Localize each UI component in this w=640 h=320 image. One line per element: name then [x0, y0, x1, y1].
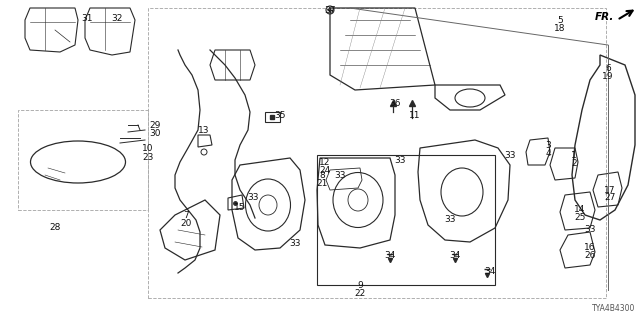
- Text: 21: 21: [316, 179, 328, 188]
- Text: 29: 29: [149, 121, 161, 130]
- Circle shape: [201, 149, 207, 155]
- Text: 35: 35: [275, 110, 285, 119]
- Text: 23: 23: [142, 153, 154, 162]
- Bar: [317, 155, 495, 285]
- Text: 12: 12: [319, 157, 331, 166]
- Text: 18: 18: [554, 23, 566, 33]
- Text: FR.: FR.: [595, 12, 614, 22]
- Text: 36: 36: [389, 99, 401, 108]
- Text: 20: 20: [180, 219, 192, 228]
- Text: 25: 25: [574, 213, 586, 222]
- Bar: [18, 110, 148, 210]
- Text: 11: 11: [409, 110, 420, 119]
- Text: 33: 33: [584, 226, 596, 235]
- Text: 3: 3: [545, 140, 551, 149]
- Text: 4: 4: [545, 148, 551, 157]
- Text: 22: 22: [355, 289, 365, 298]
- Text: 33: 33: [394, 156, 406, 164]
- Text: 14: 14: [574, 205, 586, 214]
- Text: TYA4B4300: TYA4B4300: [591, 304, 635, 313]
- Text: 9: 9: [357, 281, 363, 290]
- Text: 30: 30: [149, 129, 161, 138]
- Text: 19: 19: [602, 71, 614, 81]
- Text: 13: 13: [198, 125, 210, 134]
- Text: 2: 2: [571, 158, 577, 167]
- Text: 7: 7: [183, 211, 189, 220]
- Text: 33: 33: [289, 238, 301, 247]
- Text: 24: 24: [319, 165, 331, 174]
- Text: 31: 31: [81, 13, 93, 22]
- Text: 10: 10: [142, 143, 154, 153]
- Text: 16: 16: [584, 244, 596, 252]
- Text: 5: 5: [557, 15, 563, 25]
- Text: 8: 8: [319, 171, 325, 180]
- Text: 15: 15: [234, 203, 246, 212]
- Text: 33: 33: [247, 193, 259, 202]
- Text: 28: 28: [49, 223, 61, 233]
- Bar: [148, 8, 606, 298]
- Text: 34: 34: [384, 251, 396, 260]
- Text: 6: 6: [605, 63, 611, 73]
- Text: 27: 27: [604, 194, 616, 203]
- Text: 17: 17: [604, 186, 616, 195]
- Text: 32: 32: [111, 13, 123, 22]
- Text: 33: 33: [504, 150, 516, 159]
- Text: 26: 26: [584, 252, 596, 260]
- Text: 33: 33: [334, 171, 346, 180]
- Text: 34: 34: [484, 268, 496, 276]
- Text: 37: 37: [324, 5, 336, 14]
- Text: 33: 33: [444, 215, 456, 225]
- Text: 34: 34: [449, 251, 461, 260]
- Text: 1: 1: [571, 150, 577, 159]
